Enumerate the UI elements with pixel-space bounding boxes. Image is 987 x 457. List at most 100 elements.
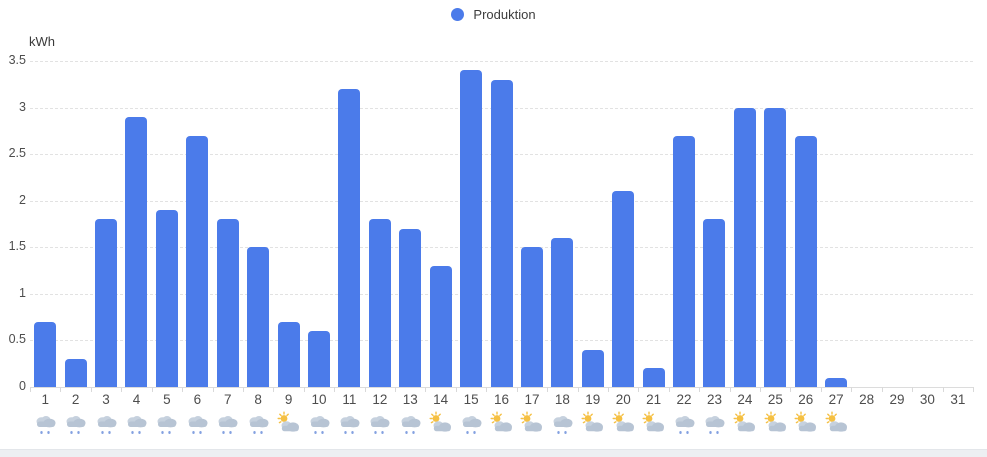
x-axis-label-day-21: 21: [646, 392, 662, 407]
bar-slot-day-28: [851, 61, 881, 387]
x-label-slot: 12: [365, 392, 395, 407]
bar-slot-day-6: [182, 61, 212, 387]
legend-item-produktion[interactable]: Produktion: [451, 7, 536, 22]
bar-day-19[interactable]: [581, 349, 604, 387]
x-axis-labels: 1 2 3 4 5 6 7 8 9 10 11 12 13 14 15 16 17 18 19 20 21 22 23 24 2…: [30, 392, 973, 407]
bar-day-8[interactable]: [247, 247, 270, 387]
weather-icon-slot-day-27: [821, 411, 851, 442]
weather-icon-slot-day-12: [365, 411, 395, 442]
weather-sun-behind-cloud-icon: [276, 411, 301, 442]
bar-day-24[interactable]: [733, 107, 756, 387]
x-axis-label-day-14: 14: [433, 392, 449, 407]
bar-day-15[interactable]: [460, 70, 483, 387]
x-label-slot: 30: [912, 392, 942, 407]
x-label-slot: 22: [669, 392, 699, 407]
bar-day-11[interactable]: [338, 88, 361, 387]
bar-day-23[interactable]: [703, 219, 726, 387]
x-axis-tick: [577, 387, 579, 392]
y-axis-unit-label: kWh: [29, 34, 55, 49]
x-axis-tick: [820, 387, 822, 392]
bar-day-12[interactable]: [368, 219, 391, 387]
weather-icon-slot-day-20: [608, 411, 638, 442]
weather-rain-cloud-icon: [33, 411, 58, 442]
x-label-slot: 10: [304, 392, 334, 407]
bar-day-4[interactable]: [125, 116, 148, 387]
bar-day-20[interactable]: [612, 191, 635, 387]
x-label-slot: 20: [608, 392, 638, 407]
x-label-slot: 9: [273, 392, 303, 407]
bar-slot-day-29: [882, 61, 912, 387]
bar-day-18[interactable]: [551, 237, 574, 387]
x-axis-label-day-19: 19: [585, 392, 601, 407]
x-axis-tick: [30, 387, 31, 392]
y-tick-label: 3: [19, 99, 26, 114]
bar-day-13[interactable]: [399, 228, 422, 387]
bar-day-26[interactable]: [794, 135, 817, 387]
bar-slot-day-27: [821, 61, 851, 387]
bar-day-14[interactable]: [429, 265, 452, 387]
bar-slot-day-24: [730, 61, 760, 387]
x-label-slot: 27: [821, 392, 851, 407]
legend-marker-icon: [451, 8, 465, 21]
weather-sun-behind-cloud-icon: [489, 411, 514, 442]
bar-day-22[interactable]: [673, 135, 696, 387]
weather-icons-row: [30, 411, 973, 442]
x-label-slot: 13: [395, 392, 425, 407]
weather-rain-cloud-icon: [398, 411, 423, 442]
weather-icon-slot-day-14: [425, 411, 455, 442]
bar-day-9[interactable]: [277, 321, 300, 387]
weather-rain-cloud-icon: [185, 411, 210, 442]
x-axis-label-day-4: 4: [132, 392, 141, 407]
x-axis-label-day-8: 8: [254, 392, 262, 407]
bar-day-27[interactable]: [825, 377, 848, 387]
y-tick-label: 1.5: [8, 239, 26, 254]
x-axis-tick: [942, 387, 944, 392]
x-label-slot: 19: [578, 392, 608, 407]
weather-icon-slot-day-18: [547, 411, 577, 442]
x-label-slot: 23: [699, 392, 729, 407]
weather-sun-behind-cloud-icon: [641, 411, 666, 442]
bar-day-16[interactable]: [490, 79, 513, 387]
x-axis-tick: [151, 387, 153, 392]
x-axis-tick: [273, 387, 275, 392]
weather-icon-slot-day-23: [699, 411, 729, 442]
x-axis-tick: [60, 387, 62, 392]
x-axis-tick: [607, 387, 609, 392]
x-axis-label-day-5: 5: [163, 392, 171, 407]
x-axis-label-day-29: 29: [889, 392, 905, 407]
bar-day-25[interactable]: [764, 107, 787, 387]
x-axis-tick: [90, 387, 92, 392]
x-axis-tick: [881, 387, 883, 392]
bar-slot-day-22: [669, 61, 699, 387]
bar-day-5[interactable]: [155, 210, 178, 387]
bar-day-3[interactable]: [95, 219, 118, 387]
x-axis-tick: [668, 387, 670, 392]
bar-day-7[interactable]: [216, 219, 239, 387]
bar-slot-day-9: [273, 61, 303, 387]
x-axis-label-day-17: 17: [524, 392, 540, 407]
x-axis-tick: [212, 387, 214, 392]
weather-sun-behind-cloud-icon: [519, 411, 544, 442]
bar-slot-day-1: [30, 61, 60, 387]
bar-day-21[interactable]: [642, 368, 665, 387]
x-axis-label-day-9: 9: [284, 392, 293, 407]
x-label-slot: 14: [425, 392, 455, 407]
x-label-slot: 3: [91, 392, 121, 407]
bar-day-6[interactable]: [186, 135, 209, 387]
x-axis-line: [30, 387, 973, 388]
x-axis-tick: [729, 387, 731, 392]
x-label-slot: 31: [943, 392, 973, 407]
bar-slot-day-26: [791, 61, 821, 387]
bar-day-2[interactable]: [64, 359, 87, 387]
bar-day-10[interactable]: [308, 331, 330, 387]
bar-day-17[interactable]: [520, 247, 543, 387]
weather-icon-slot-day-15: [456, 411, 486, 442]
bar-day-1[interactable]: [34, 321, 57, 387]
x-axis-label-day-16: 16: [494, 392, 510, 407]
x-label-slot: 28: [851, 392, 881, 407]
x-label-slot: 6: [182, 392, 212, 407]
weather-icon-slot-day-17: [517, 411, 547, 442]
weather-icon-slot-day-16: [486, 411, 516, 442]
x-axis-tick: [486, 387, 488, 392]
x-axis-label-day-20: 20: [615, 392, 631, 407]
